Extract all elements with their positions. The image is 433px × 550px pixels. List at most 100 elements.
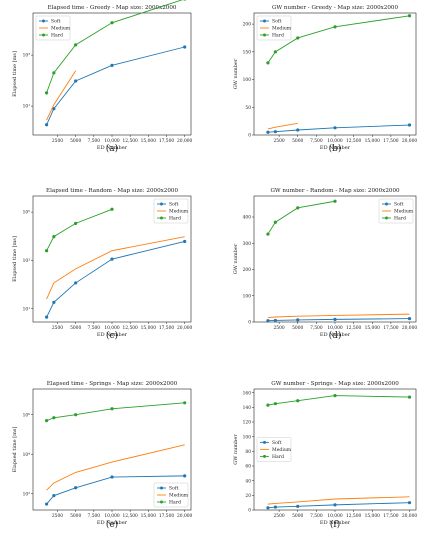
y-tick-label: 400 [243, 216, 252, 221]
data-point-hard [110, 207, 114, 211]
data-point-soft [110, 63, 114, 67]
chart-panel-c: 2500 5000 7,500 10,000 12,500 15,000 17,500 20,… [12, 188, 193, 341]
x-tick-label: 5000 [70, 514, 81, 519]
legend-marker [160, 486, 163, 490]
legend-marker [42, 19, 45, 23]
data-point-soft [333, 317, 337, 321]
legend-label: Medium [169, 209, 189, 215]
legend-label: Medium [272, 26, 292, 32]
data-point-hard [273, 402, 277, 406]
data-point-soft [52, 494, 56, 498]
y-tick-label: 100 [243, 435, 252, 440]
chart-title: Elapsed time - Greedy - Map size: 2000x2… [47, 5, 176, 11]
data-point-soft [74, 281, 78, 285]
series-line-medium [267, 313, 410, 318]
data-point-soft [407, 501, 412, 505]
y-tick-label: 100 [243, 78, 252, 83]
x-tick-label: 5000 [292, 326, 303, 331]
x-axis-label: ED Number [320, 332, 351, 338]
data-point-soft [266, 319, 270, 323]
x-tick-label: 12,500 [346, 139, 362, 144]
x-tick-label: 12,500 [122, 139, 138, 144]
x-tick-label: 17,500 [159, 139, 175, 144]
legend-marker [42, 33, 45, 37]
data-point-soft [296, 318, 300, 322]
x-axis-label: ED Number [97, 520, 128, 526]
y-axis-label: Elapsed time [ms] [12, 236, 18, 282]
y-axis-label: GW number [233, 58, 239, 89]
y-tick-label: 120 [243, 421, 252, 426]
y-axis-label: GW number [233, 434, 239, 465]
data-point-hard [333, 199, 337, 203]
panel-caption: (b) [329, 143, 342, 154]
data-point-hard [296, 206, 300, 210]
series-line-hard [267, 395, 410, 406]
data-point-soft [273, 505, 277, 509]
x-tick-label: 20,000 [402, 326, 418, 331]
x-tick-label: 15,000 [365, 326, 381, 331]
data-point-soft [74, 486, 78, 490]
x-tick-label: 20,000 [177, 514, 193, 519]
data-point-soft [273, 318, 277, 323]
data-point-soft [273, 130, 277, 134]
data-point-hard [183, 401, 187, 405]
data-point-soft [296, 504, 300, 508]
series-line-medium [46, 444, 185, 491]
y-tick-label: 200 [243, 268, 252, 273]
data-point-soft [296, 128, 300, 132]
data-point-soft [110, 475, 114, 479]
x-tick-label: 2500 [274, 326, 285, 331]
x-tick-label: 12,500 [346, 326, 362, 331]
x-tick-label: 7,500 [88, 139, 101, 144]
x-tick-label: 5000 [292, 514, 303, 519]
data-point-soft [266, 130, 270, 134]
data-point-soft [74, 79, 78, 83]
chart-title: GW number - Random - Map size: 2000x2000 [270, 188, 400, 194]
data-point-hard [110, 21, 114, 25]
y-axis-label: Elapsed time [ms] [12, 51, 18, 97]
x-tick-label: 17,500 [383, 326, 399, 331]
legend-label: Hard [169, 500, 181, 506]
legend-marker [263, 454, 266, 458]
series-line-soft [267, 502, 410, 509]
data-point-hard [407, 14, 412, 18]
chart-panel-e: 2500 5000 7,500 10,000 12,500 15,000 17,500 20,… [12, 381, 193, 530]
data-point-hard [333, 25, 337, 29]
x-tick-label: 20,000 [402, 139, 418, 144]
x-tick-label: 10,000 [104, 514, 120, 519]
legend-label: Medium [272, 447, 292, 453]
y-tick-label: 10¹ [23, 306, 31, 312]
legend-label: Medium [51, 26, 71, 32]
data-point-hard [183, 0, 186, 1]
legend-marker [160, 216, 163, 220]
panel-caption: (d) [329, 330, 342, 341]
x-axis-label: ED Number [97, 332, 128, 338]
x-tick-label: 12,500 [122, 326, 138, 331]
x-tick-label: 2500 [52, 326, 63, 331]
y-tick-label: 20 [245, 494, 251, 499]
x-tick-label: 7,500 [88, 514, 101, 519]
x-tick-label: 15,000 [365, 514, 381, 519]
y-tick-label: 10⁶ [23, 412, 31, 418]
data-point-hard [333, 394, 337, 398]
series-line-soft [267, 124, 410, 133]
data-point-hard [110, 407, 114, 411]
legend-label: Hard [51, 33, 63, 39]
x-axis-label: ED Number [97, 145, 128, 151]
legend-label: Soft [272, 440, 282, 446]
x-tick-label: 7,500 [88, 326, 101, 331]
x-tick-label: 15,000 [141, 139, 157, 144]
x-tick-label: 20,000 [177, 139, 193, 144]
data-point-hard [52, 71, 56, 75]
series-line-medium [267, 496, 410, 505]
data-point-hard [44, 419, 49, 423]
data-point-hard [74, 413, 78, 417]
y-tick-label: 0 [248, 321, 251, 326]
data-point-soft [44, 315, 49, 319]
legend-label: Hard [272, 33, 284, 39]
y-tick-label: 80 [245, 450, 251, 455]
x-tick-label: 12,500 [122, 514, 138, 519]
x-tick-label: 15,000 [141, 514, 157, 519]
